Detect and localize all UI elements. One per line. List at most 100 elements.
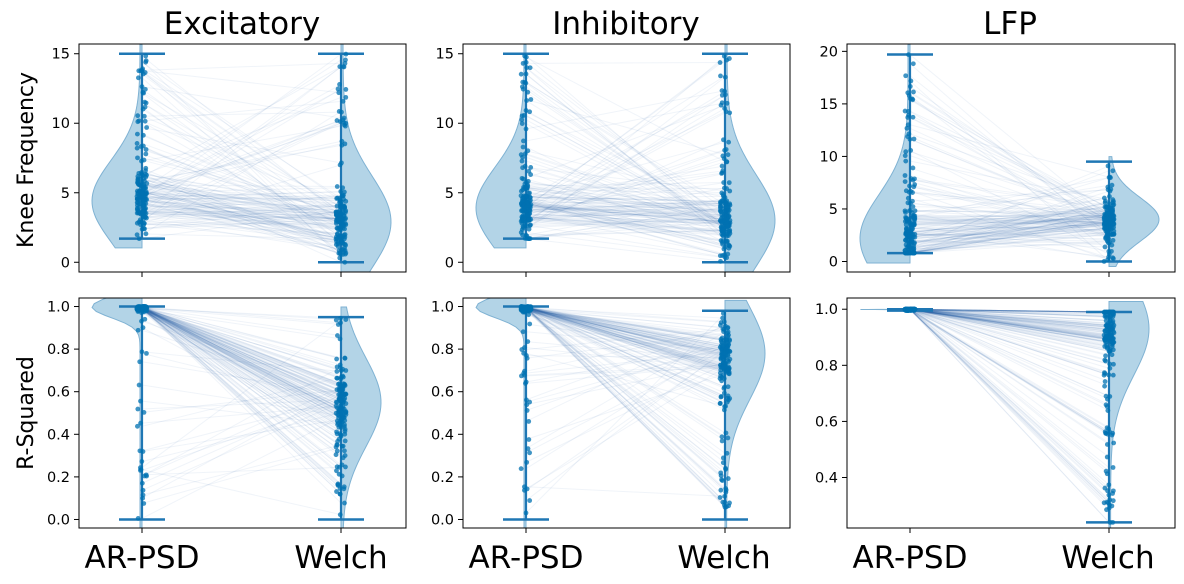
pair-line <box>141 198 342 245</box>
pair-line <box>909 227 1110 253</box>
pair-line <box>525 211 726 218</box>
pair-line <box>525 94 726 230</box>
data-point <box>340 185 346 191</box>
row-label-knee-frequency: Knee Frequency <box>14 72 39 248</box>
data-point <box>527 498 533 503</box>
pair-lines <box>525 306 726 514</box>
pair-line <box>525 307 726 348</box>
pair-line <box>909 308 1110 433</box>
pair-line <box>141 307 342 392</box>
pair-line <box>909 136 1110 222</box>
pair-line <box>909 192 1110 220</box>
pair-line <box>525 119 726 227</box>
pair-line <box>909 308 1110 356</box>
pair-line <box>909 224 1110 260</box>
pair-line <box>141 309 342 433</box>
pair-line <box>909 308 1110 374</box>
pair-line <box>909 209 1110 226</box>
pair-line <box>909 308 1110 336</box>
pair-line <box>525 347 726 403</box>
pair-line <box>525 307 726 454</box>
pair-line <box>525 307 726 366</box>
pair-line <box>909 308 1110 369</box>
pair-line <box>909 308 1110 313</box>
pair-line <box>141 213 342 219</box>
data-point <box>141 143 146 149</box>
pair-line <box>525 308 726 348</box>
pair-line <box>525 307 726 399</box>
pair-line <box>909 308 1110 322</box>
pair-line <box>525 202 726 245</box>
pair-line <box>525 306 726 389</box>
data-point <box>134 194 140 199</box>
pair-line <box>909 186 1110 220</box>
pair-line <box>525 309 726 355</box>
pair-line <box>141 308 342 389</box>
pair-line <box>141 53 342 200</box>
pair-line <box>909 85 1110 224</box>
pair-line <box>141 193 342 202</box>
pair-line <box>909 217 1110 244</box>
pair-line <box>525 196 726 203</box>
data-point <box>1102 485 1108 491</box>
pair-line <box>525 364 726 384</box>
data-point <box>142 104 148 110</box>
pair-line <box>525 211 726 219</box>
pair-line <box>141 125 342 162</box>
pair-line <box>141 306 342 393</box>
pair-line <box>909 220 1110 235</box>
y-tick-label: 0.0 <box>431 512 454 528</box>
pair-line <box>525 306 726 323</box>
pair-line <box>525 195 726 212</box>
data-point <box>342 426 348 432</box>
pair-line <box>525 306 726 342</box>
pair-line <box>525 90 726 130</box>
pair-line <box>525 352 726 407</box>
y-tick-label: 5 <box>445 186 454 202</box>
pair-line <box>909 197 1110 259</box>
pair-line <box>141 308 342 436</box>
pair-line <box>525 209 726 220</box>
pair-line <box>909 206 1110 234</box>
pair-line <box>525 367 726 377</box>
pair-line <box>525 307 726 388</box>
points-ar-psd <box>902 52 918 256</box>
column-title-excitatory: Excitatory <box>164 6 320 42</box>
pair-line <box>909 124 1110 178</box>
data-point <box>341 486 347 492</box>
pair-line <box>141 307 342 452</box>
data-point <box>524 193 530 199</box>
pair-line <box>525 200 726 229</box>
violin-ar-psd <box>475 44 527 249</box>
pair-line <box>141 59 342 191</box>
pair-line <box>525 308 726 378</box>
data-point <box>338 374 344 380</box>
data-point <box>340 98 346 104</box>
pair-line <box>141 197 342 200</box>
pair-line <box>141 195 342 220</box>
pair-line <box>909 202 1110 241</box>
pair-line <box>909 230 1110 254</box>
data-point <box>140 132 146 138</box>
pair-line <box>141 66 342 223</box>
data-point <box>342 500 347 506</box>
violin-welch <box>340 44 392 272</box>
pair-line <box>909 308 1110 313</box>
data-point <box>1106 309 1112 315</box>
pair-line <box>141 195 342 243</box>
pair-line <box>909 216 1110 220</box>
pair-line <box>525 183 726 194</box>
pair-line <box>909 233 1110 253</box>
pair-line <box>525 306 726 365</box>
pair-line <box>141 70 342 94</box>
pair-line <box>525 307 726 319</box>
pair-line <box>141 185 342 225</box>
pair-line <box>141 192 342 254</box>
pair-line <box>909 308 1110 342</box>
data-point <box>1105 163 1111 169</box>
pair-line <box>141 182 342 255</box>
pair-line <box>141 329 342 395</box>
pair-line <box>909 309 1110 362</box>
pair-line <box>525 307 726 371</box>
pair-line <box>141 222 342 248</box>
